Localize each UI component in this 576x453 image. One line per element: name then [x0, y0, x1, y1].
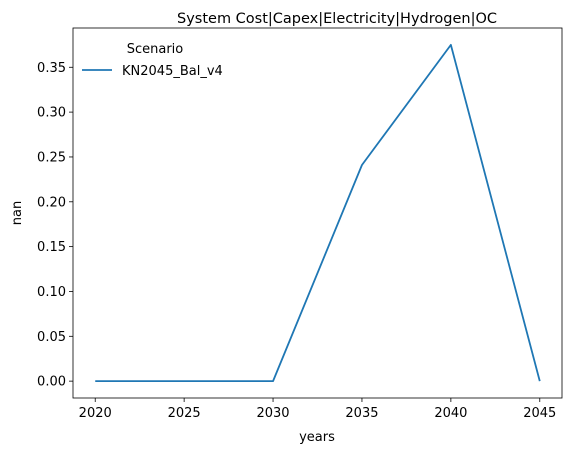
series-line — [95, 43, 541, 383]
y-tick-label: 0.35 — [37, 61, 66, 76]
y-axis: 0.00 0.05 0.10 0.15 0.20 0.25 0.30 0.35 — [37, 61, 73, 390]
x-tick-label: 2035 — [345, 406, 378, 421]
series-layer — [95, 43, 541, 383]
y-tick-label: 0.20 — [37, 195, 66, 210]
y-tick-label: 0.25 — [37, 150, 66, 165]
x-tick-label: 2020 — [79, 406, 112, 421]
legend-title: Scenario — [127, 42, 184, 57]
legend: Scenario KN2045_Bal_v4 — [82, 42, 223, 79]
chart-title: System Cost|Capex|Electricity|Hydrogen|O… — [177, 11, 497, 27]
x-tick-label: 2025 — [168, 406, 201, 421]
y-tick-label: 0.05 — [37, 330, 66, 345]
x-axis-label: years — [299, 430, 335, 445]
x-tick-label: 2045 — [523, 406, 556, 421]
x-axis: 2020 2025 2030 2035 2040 2045 — [79, 398, 556, 421]
x-tick-label: 2030 — [256, 406, 289, 421]
y-axis-label: nan — [10, 201, 25, 225]
plot-area — [72, 27, 563, 399]
y-tick-label: 0.15 — [37, 240, 66, 255]
legend-entry-label: KN2045_Bal_v4 — [122, 64, 223, 79]
y-tick-label: 0.00 — [37, 375, 66, 390]
x-tick-label: 2040 — [434, 406, 467, 421]
y-tick-label: 0.30 — [37, 106, 66, 121]
y-tick-label: 0.10 — [37, 285, 66, 300]
